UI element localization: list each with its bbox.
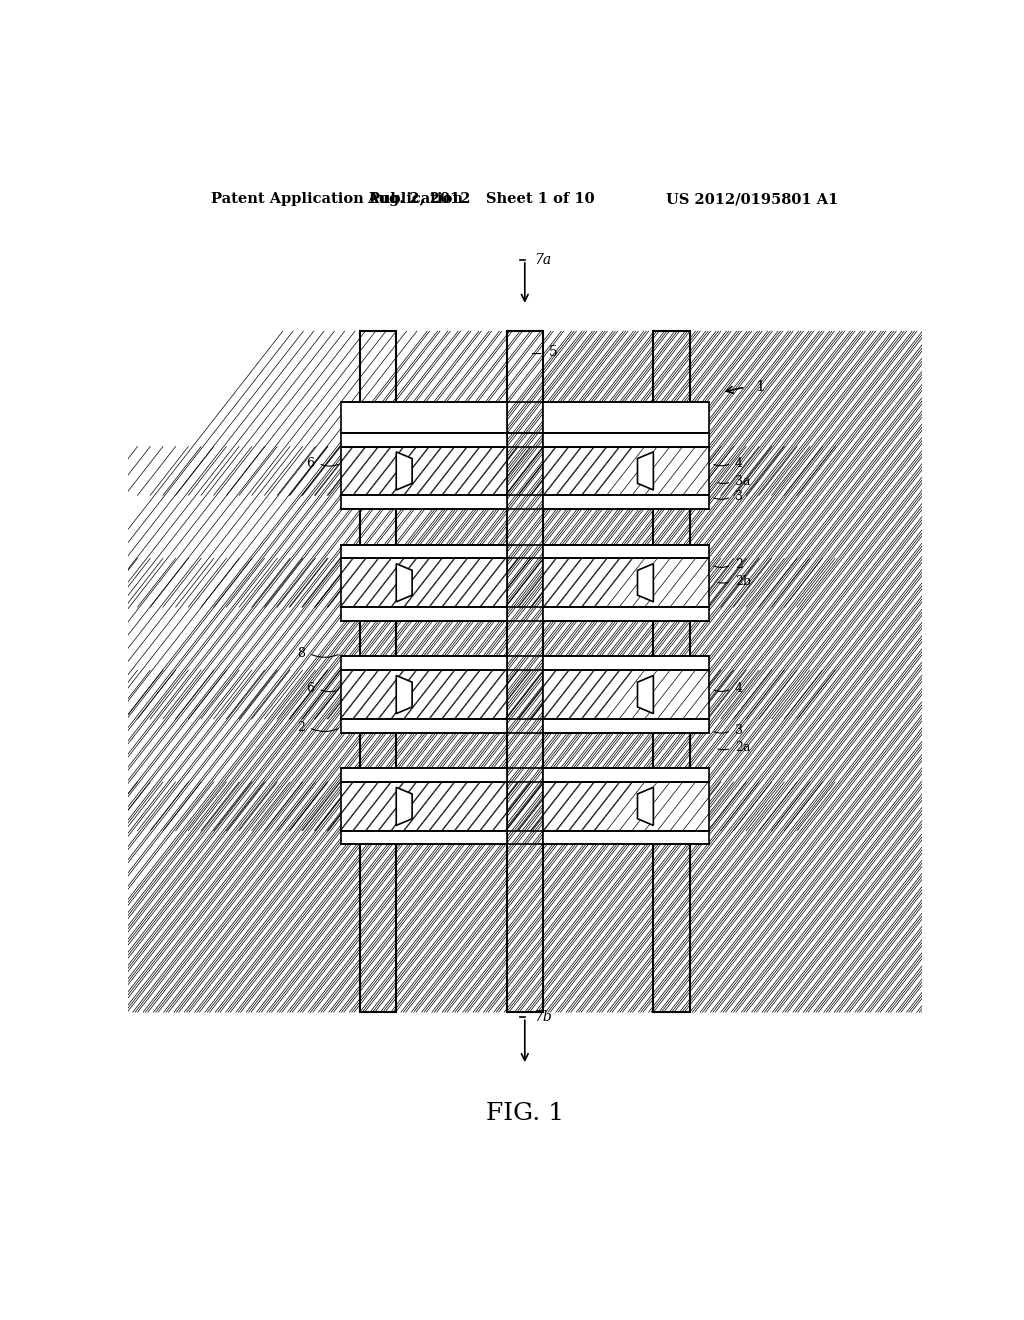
Text: 2: 2 bbox=[297, 721, 305, 734]
Bar bbox=[341, 495, 507, 510]
Bar bbox=[359, 331, 396, 1012]
Text: 7b: 7b bbox=[535, 1010, 552, 1024]
Bar bbox=[543, 719, 709, 733]
Bar bbox=[341, 558, 507, 607]
Bar bbox=[341, 830, 507, 845]
Text: US 2012/0195801 A1: US 2012/0195801 A1 bbox=[666, 191, 839, 206]
Bar bbox=[543, 830, 709, 845]
Text: FIG. 1: FIG. 1 bbox=[485, 1102, 564, 1126]
Bar bbox=[341, 433, 507, 446]
Polygon shape bbox=[638, 451, 653, 490]
Text: 7a: 7a bbox=[535, 253, 552, 267]
Bar bbox=[543, 671, 709, 719]
Text: 4: 4 bbox=[735, 457, 743, 470]
Text: 5: 5 bbox=[549, 345, 557, 359]
Bar bbox=[543, 781, 709, 830]
Bar bbox=[341, 446, 507, 495]
Text: 3a: 3a bbox=[735, 475, 751, 488]
Bar bbox=[543, 607, 709, 620]
Text: 6: 6 bbox=[306, 682, 314, 696]
Polygon shape bbox=[396, 564, 412, 602]
Text: Patent Application Publication: Patent Application Publication bbox=[211, 191, 463, 206]
Bar bbox=[507, 331, 543, 1012]
Text: 1: 1 bbox=[755, 380, 765, 395]
Polygon shape bbox=[638, 676, 653, 714]
Bar bbox=[543, 495, 709, 510]
Polygon shape bbox=[396, 676, 412, 714]
Polygon shape bbox=[638, 564, 653, 602]
Bar bbox=[543, 433, 709, 446]
Bar bbox=[543, 545, 709, 558]
Text: Aug. 2, 2012   Sheet 1 of 10: Aug. 2, 2012 Sheet 1 of 10 bbox=[368, 191, 595, 206]
Text: 6: 6 bbox=[306, 457, 314, 470]
Text: 2b: 2b bbox=[735, 574, 752, 587]
Bar bbox=[341, 607, 507, 620]
Bar bbox=[543, 403, 709, 433]
Bar bbox=[341, 671, 507, 719]
Bar bbox=[341, 781, 507, 830]
Bar bbox=[653, 331, 690, 1012]
Bar bbox=[543, 558, 709, 607]
Bar bbox=[341, 656, 507, 671]
Text: 3: 3 bbox=[735, 490, 743, 503]
Polygon shape bbox=[396, 451, 412, 490]
Bar bbox=[341, 768, 507, 781]
Polygon shape bbox=[396, 787, 412, 825]
Text: 3: 3 bbox=[735, 725, 743, 737]
Bar bbox=[341, 719, 507, 733]
Text: 2: 2 bbox=[735, 558, 743, 572]
Bar bbox=[543, 446, 709, 495]
Text: 2a: 2a bbox=[735, 742, 751, 755]
Bar bbox=[341, 545, 507, 558]
Bar bbox=[543, 768, 709, 781]
Text: 4: 4 bbox=[735, 682, 743, 696]
Text: 8: 8 bbox=[297, 647, 305, 660]
Bar bbox=[543, 656, 709, 671]
Bar bbox=[341, 403, 507, 433]
Polygon shape bbox=[638, 787, 653, 825]
